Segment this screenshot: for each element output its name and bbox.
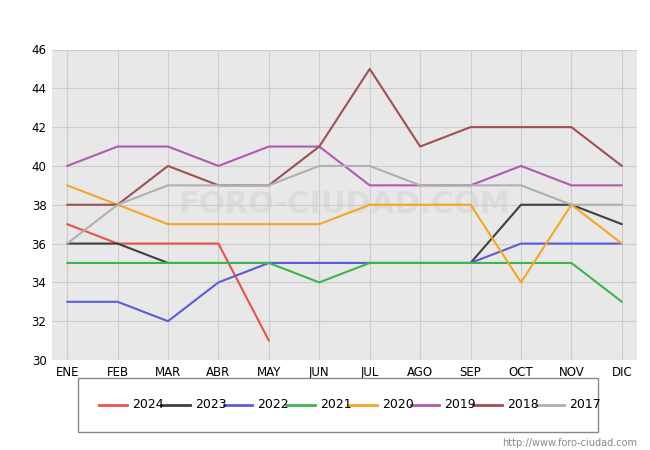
FancyBboxPatch shape	[78, 378, 598, 432]
Text: Afiliados en Foradada del Toscar a 31/5/2024: Afiliados en Foradada del Toscar a 31/5/…	[138, 11, 512, 29]
Text: 2024: 2024	[133, 399, 164, 411]
Text: 2018: 2018	[507, 399, 539, 411]
Text: 2020: 2020	[382, 399, 414, 411]
Text: 2019: 2019	[445, 399, 476, 411]
Text: 2021: 2021	[320, 399, 352, 411]
Text: 2017: 2017	[569, 399, 601, 411]
Text: 2023: 2023	[195, 399, 227, 411]
Text: http://www.foro-ciudad.com: http://www.foro-ciudad.com	[502, 438, 637, 448]
Text: FORO-CIUDAD.COM: FORO-CIUDAD.COM	[179, 190, 510, 219]
Text: 2022: 2022	[257, 399, 289, 411]
